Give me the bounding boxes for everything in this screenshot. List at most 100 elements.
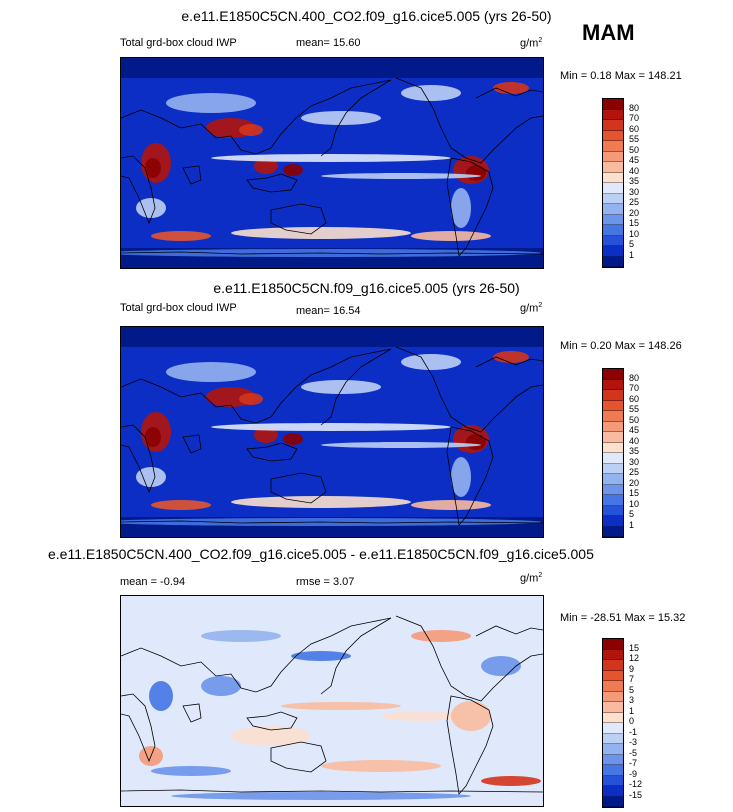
coastline <box>446 426 494 526</box>
field-region <box>151 500 211 510</box>
field-region <box>145 158 161 178</box>
colorbar-tick-label: 25 <box>629 197 640 207</box>
field-region <box>171 792 471 800</box>
colorbar-tick-label: 5 <box>629 239 635 249</box>
colorbar-cell <box>603 639 623 650</box>
coastline <box>270 203 327 235</box>
field-region <box>281 702 401 710</box>
colorbar-cell <box>603 421 623 432</box>
field-region <box>211 423 451 431</box>
colorbar-cell <box>603 109 623 120</box>
panel2-colorbar <box>602 368 624 538</box>
unit-base: g/m <box>520 302 539 315</box>
field-region <box>321 760 441 772</box>
colorbar-cell <box>603 256 623 267</box>
colorbar-tick-label: 50 <box>629 414 640 425</box>
colorbar-cell <box>603 193 623 204</box>
coastline <box>121 348 392 426</box>
colorbar-cell <box>603 660 623 671</box>
panel1-map <box>120 57 544 269</box>
colorbar-cell <box>603 754 623 765</box>
field-region <box>231 496 411 508</box>
panel3-unit-label: g/m2 <box>520 572 542 585</box>
colorbar-tick-label: 5 <box>629 684 635 695</box>
colorbar-tick-label: 0 <box>629 716 635 726</box>
colorbar-tick-label: 15 <box>629 218 640 228</box>
field-region <box>493 82 529 94</box>
field-region <box>254 158 278 174</box>
colorbar-tick-label: 45 <box>629 155 640 165</box>
colorbar-tick-label: 40 <box>629 435 640 446</box>
field-region <box>381 711 461 721</box>
colorbar-cell <box>603 495 623 506</box>
field-region <box>239 393 263 405</box>
colorbar-tick-label: 10 <box>629 228 640 239</box>
field-region <box>254 427 278 443</box>
colorbar-cell <box>603 442 623 453</box>
panel1-variable-label: Total grd-box cloud IWP <box>120 37 237 49</box>
unit-exponent: 2 <box>538 37 543 44</box>
colorbar-tick-label: 1 <box>629 705 635 716</box>
colorbar-cell <box>603 411 623 422</box>
colorbar-cell <box>603 369 623 380</box>
colorbar-cell <box>603 141 623 152</box>
colorbar-cell <box>603 723 623 734</box>
colorbar-tick-label: 10 <box>629 498 640 509</box>
colorbar-tick-label: -12 <box>629 779 643 789</box>
field-region <box>401 85 461 101</box>
colorbar-cell <box>603 151 623 162</box>
colorbar-tick-label: 25 <box>629 467 640 477</box>
colorbar-cell <box>603 474 623 485</box>
coastline <box>121 424 156 494</box>
colorbar-tick-label: 1 <box>629 249 635 260</box>
colorbar-cell <box>603 235 623 246</box>
field-region <box>231 227 411 239</box>
panel1-unit-label: g/m2 <box>520 37 542 50</box>
coastline <box>121 79 392 157</box>
coastline <box>475 87 543 99</box>
field-region <box>321 442 481 448</box>
colorbar-cell <box>603 670 623 681</box>
colorbar-tick-label: -5 <box>629 747 638 758</box>
colorbar-cell <box>603 400 623 411</box>
colorbar-tick-label: 15 <box>629 642 640 653</box>
colorbar-tick-label: -7 <box>629 758 638 768</box>
colorbar-cell <box>603 162 623 173</box>
coastline <box>270 741 327 773</box>
colorbar-cell <box>603 246 623 257</box>
coastline <box>182 165 202 185</box>
panel2-variable-label: Total grd-box cloud IWP <box>120 302 237 314</box>
colorbar-tick-label: 55 <box>629 404 640 414</box>
colorbar-tick-label: 45 <box>629 425 640 435</box>
coastline <box>121 617 392 695</box>
colorbar-cell <box>603 712 623 723</box>
colorbar-cell <box>603 120 623 131</box>
coastline <box>395 77 543 164</box>
field-region <box>291 651 351 661</box>
field-region <box>211 154 451 162</box>
colorbar-tick-label: 80 <box>629 102 640 113</box>
colorbar-tick-label: 20 <box>629 207 640 218</box>
colorbar-cell <box>603 99 623 110</box>
colorbar-tick-label: 3 <box>629 695 635 705</box>
panel3-map-svg <box>121 596 543 806</box>
field-region <box>451 188 471 228</box>
field-region <box>411 630 471 642</box>
coastline <box>121 693 156 763</box>
panel1-map-svg <box>121 58 543 268</box>
field-region <box>411 231 491 241</box>
colorbar-cell <box>603 681 623 692</box>
colorbar-cell <box>603 453 623 464</box>
field-region <box>239 124 263 136</box>
unit-base: g/m <box>520 37 539 50</box>
coastline <box>246 442 298 462</box>
panel1-colorbar <box>602 98 624 268</box>
colorbar-cell <box>603 214 623 225</box>
colorbar-tick-label: 30 <box>629 456 640 467</box>
unit-exponent: 2 <box>538 572 543 579</box>
colorbar-cell <box>603 505 623 516</box>
colorbar-cell <box>603 432 623 443</box>
coastline <box>121 155 156 225</box>
coastline <box>446 157 494 257</box>
colorbar-cell <box>603 379 623 390</box>
